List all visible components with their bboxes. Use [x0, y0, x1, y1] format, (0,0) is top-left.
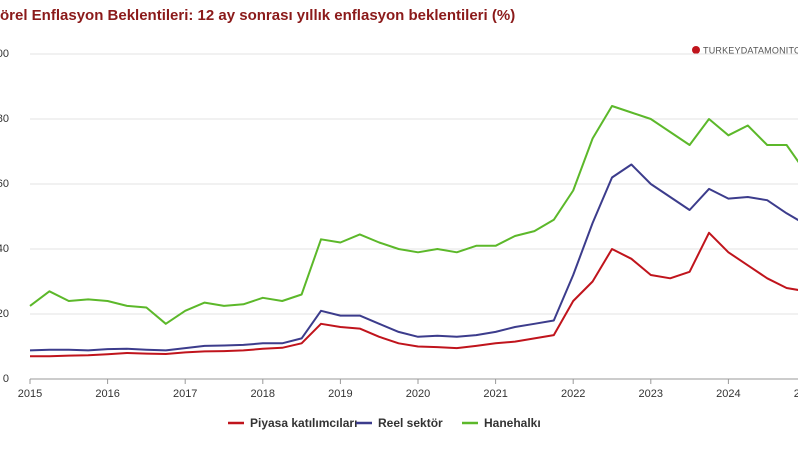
y-tick-label: 100 [0, 48, 9, 60]
legend-label: Piyasa katılımcıları [250, 416, 357, 430]
chart-title: örel Enflasyon Beklentileri: 12 ay sonra… [0, 7, 515, 24]
legend-label: Reel sektör [378, 416, 443, 430]
x-tick-label: 2021 [483, 388, 507, 400]
series-line [30, 231, 798, 358]
x-tick-label: 2015 [18, 388, 42, 400]
y-tick-label: 20 [0, 308, 9, 320]
x-tick-label: 2016 [95, 388, 119, 400]
y-tick-label: 80 [0, 113, 9, 125]
y-tick-label: 0 [3, 373, 9, 385]
watermark: TURKEYDATAMONITOR [703, 45, 798, 55]
series-line [29, 105, 798, 325]
series-line [29, 163, 798, 352]
x-tick-label: 2023 [639, 388, 663, 400]
x-tick-label: 2025 [794, 388, 798, 400]
x-tick-label: 2020 [406, 388, 430, 400]
x-tick-label: 2022 [561, 388, 585, 400]
x-tick-label: 2017 [173, 388, 197, 400]
x-tick-label: 2024 [716, 388, 740, 400]
y-tick-label: 40 [0, 243, 9, 255]
watermark-icon [692, 46, 700, 54]
x-tick-label: 2018 [251, 388, 275, 400]
y-tick-label: 60 [0, 178, 9, 190]
legend-label: Hanehalkı [484, 416, 541, 430]
x-tick-label: 2019 [328, 388, 352, 400]
